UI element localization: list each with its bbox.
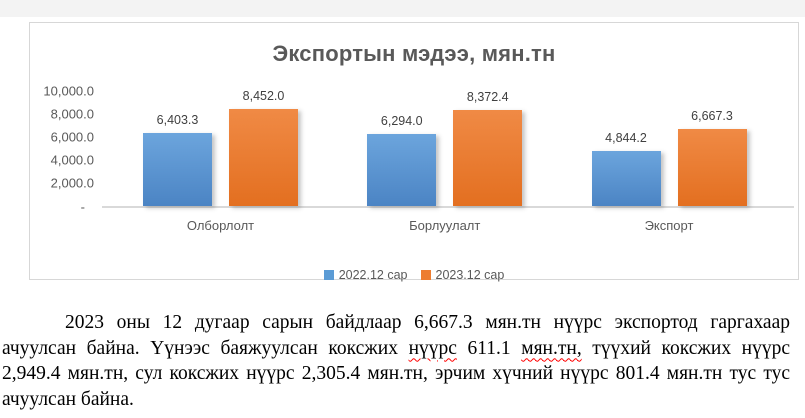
text-segment: ачуулсан байна. — [2, 388, 134, 410]
bar-series2-cat1 — [229, 108, 298, 207]
bar-value-label: 6,294.0 — [380, 113, 423, 128]
y-axis-tick-label: 6,000.0 — [50, 129, 94, 145]
category-label-3: Экспорт — [644, 218, 694, 233]
text-segment: түүхий коксжих нүүрс — [581, 337, 790, 359]
legend-swatch-icon — [323, 270, 334, 280]
legend-item: 2022.12 сар — [323, 268, 408, 282]
bar-series1-cat1 — [143, 132, 212, 207]
y-axis-tick-label: 4,000.0 — [50, 152, 94, 168]
chart-title: Экспортын мэдээ, мян.тн — [272, 41, 556, 66]
text-segment: 611.1 — [456, 337, 522, 359]
paragraph-line: 2023 оны 12 дугаар сарын байдлаар 6,667.… — [2, 310, 790, 336]
bar-value-label: 6,667.3 — [691, 109, 733, 124]
bar-value-label: 4,844.2 — [605, 130, 647, 145]
legend: 2022.12 сар 2023.12 сар — [30, 268, 798, 282]
y-axis-tick-label: 10,000.0 — [43, 83, 94, 99]
text-segment: ачуулсан байна. Үүнээс баяжуулсан коксжи… — [2, 337, 409, 359]
y-axis-tick-label: 2,000.0 — [50, 175, 94, 191]
y-axis-tick-label: - — [80, 199, 85, 214]
bar-series2-cat2 — [453, 109, 523, 207]
text-segment: 2023 оны 12 дугаар сарын байдлаар 6,667.… — [65, 312, 790, 333]
legend-label: 2023.12 сар — [435, 268, 505, 282]
legend-label: 2022.12 сар — [338, 268, 408, 282]
category-label-1: Олборлолт — [186, 218, 255, 233]
bar-series1-cat3 — [591, 150, 661, 207]
bar-value-label: 8,452.0 — [242, 88, 285, 103]
misspelled-word: мян.тн, — [521, 337, 582, 359]
legend-item: 2023.12 сар — [420, 268, 505, 282]
chart-card[interactable]: Экспортын мэдээ, мян.тн 10,000.0 8,000.0 6… — [29, 22, 799, 282]
bar-value-label: 6,403.3 — [156, 112, 199, 127]
paragraph-line: ачуулсан байна. Үүнээс баяжуулсан коксжи… — [2, 336, 790, 362]
category-label-2: Борлуулалт — [409, 218, 481, 233]
misspelled-word: нүүрс — [408, 337, 457, 359]
top-strip — [0, 0, 805, 17]
bar-series1-cat2 — [367, 133, 437, 207]
bar-series2-cat3 — [677, 129, 747, 207]
text-segment: 2,949.4 мян.тн, сул коксжих нүүрс 2,305.… — [2, 363, 790, 385]
legend-swatch-icon — [420, 270, 431, 280]
bar-value-label: 8,372.4 — [466, 89, 509, 104]
y-axis-tick-label: 8,000.0 — [50, 106, 94, 122]
body-paragraph[interactable]: 2023 оны 12 дугаар сарын байдлаар 6,667.… — [2, 310, 790, 412]
paragraph-line: ачуулсан байна. — [2, 387, 790, 413]
paragraph-line: 2,949.4 мян.тн, сул коксжих нүүрс 2,305.… — [2, 361, 790, 387]
x-axis-line — [102, 205, 794, 208]
